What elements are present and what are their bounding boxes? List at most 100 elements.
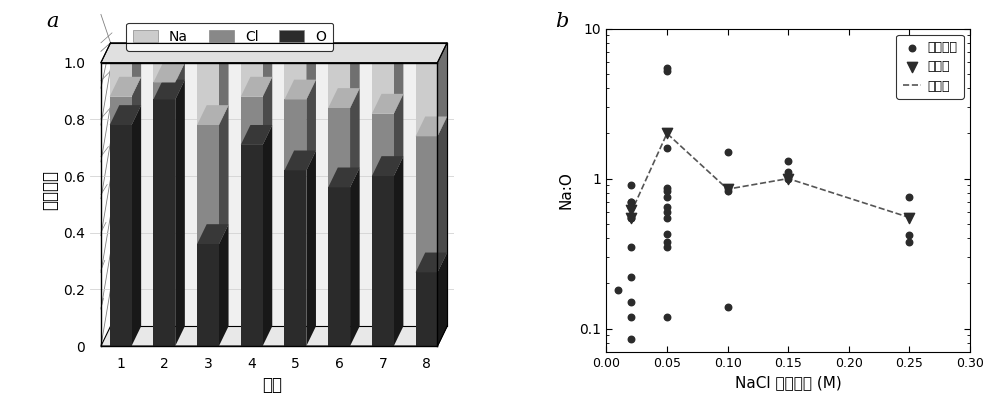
Polygon shape — [219, 105, 229, 244]
趋势线 — [625, 211, 637, 216]
Polygon shape — [372, 43, 403, 63]
Polygon shape — [175, 80, 185, 346]
X-axis label: 系列: 系列 — [262, 376, 282, 394]
实验数据 — [659, 145, 675, 151]
Polygon shape — [328, 168, 360, 187]
Legend: 实验数据, 平均値, 趋势线: 实验数据, 平均値, 趋势线 — [896, 35, 964, 99]
实验数据 — [659, 238, 675, 245]
平均値 — [720, 186, 736, 192]
Polygon shape — [263, 77, 272, 145]
Polygon shape — [306, 151, 316, 346]
Bar — [284, 99, 306, 170]
实验数据 — [720, 188, 736, 195]
Polygon shape — [219, 43, 229, 125]
Polygon shape — [437, 252, 447, 346]
实验数据 — [780, 175, 796, 182]
Bar — [197, 63, 219, 125]
Polygon shape — [372, 156, 403, 176]
平均値 — [659, 130, 675, 137]
实验数据 — [659, 64, 675, 71]
Bar — [328, 187, 350, 346]
Polygon shape — [132, 43, 141, 97]
Y-axis label: 所占比例: 所占比例 — [41, 170, 59, 210]
Bar — [416, 272, 437, 346]
Polygon shape — [350, 43, 360, 108]
Bar — [110, 125, 132, 346]
Polygon shape — [197, 43, 229, 63]
实验数据 — [720, 149, 736, 155]
Polygon shape — [132, 105, 141, 346]
Bar — [372, 176, 394, 346]
Polygon shape — [284, 43, 316, 63]
Polygon shape — [263, 43, 272, 97]
实验数据 — [610, 287, 626, 294]
Bar — [110, 97, 132, 125]
Polygon shape — [241, 43, 272, 63]
Polygon shape — [328, 43, 360, 63]
实验数据 — [659, 230, 675, 237]
Bar — [241, 63, 263, 97]
平均値 — [780, 175, 796, 182]
实验数据 — [659, 188, 675, 195]
实验数据 — [623, 198, 639, 205]
Polygon shape — [153, 63, 185, 83]
Bar — [328, 63, 350, 108]
Bar — [153, 63, 175, 83]
Bar — [328, 108, 350, 187]
实验数据 — [623, 274, 639, 281]
Polygon shape — [110, 105, 141, 125]
Polygon shape — [101, 326, 447, 346]
Polygon shape — [153, 80, 185, 99]
实验数据 — [623, 214, 639, 221]
Polygon shape — [175, 63, 185, 99]
Bar — [153, 99, 175, 346]
Polygon shape — [284, 151, 316, 170]
实验数据 — [623, 336, 639, 342]
Legend: Na, Cl, O: Na, Cl, O — [126, 22, 333, 51]
实验数据 — [659, 214, 675, 221]
Bar — [416, 63, 437, 136]
趋势线 — [903, 215, 915, 220]
Polygon shape — [241, 77, 272, 97]
实验数据 — [659, 194, 675, 200]
实验数据 — [659, 68, 675, 74]
Polygon shape — [284, 80, 316, 99]
Y-axis label: Na:O: Na:O — [559, 171, 574, 209]
Polygon shape — [197, 224, 229, 244]
Polygon shape — [416, 43, 447, 63]
X-axis label: NaCl 溶液浓度 (M): NaCl 溶液浓度 (M) — [735, 375, 842, 390]
Polygon shape — [153, 43, 185, 63]
实验数据 — [901, 194, 917, 200]
实验数据 — [780, 169, 796, 175]
Bar — [110, 63, 132, 97]
Bar — [241, 97, 263, 145]
Bar — [416, 136, 437, 272]
实验数据 — [901, 238, 917, 245]
实验数据 — [720, 303, 736, 310]
Polygon shape — [306, 80, 316, 170]
平均値 — [901, 214, 917, 221]
Polygon shape — [372, 94, 403, 114]
实验数据 — [623, 182, 639, 189]
实验数据 — [659, 209, 675, 215]
Polygon shape — [306, 43, 316, 99]
Polygon shape — [175, 43, 185, 83]
Line: 趋势线: 趋势线 — [631, 133, 909, 218]
实验数据 — [623, 244, 639, 250]
Bar — [197, 125, 219, 244]
Polygon shape — [437, 43, 447, 136]
Polygon shape — [241, 125, 272, 145]
实验数据 — [780, 158, 796, 165]
Polygon shape — [416, 252, 447, 272]
Bar — [197, 244, 219, 346]
趋势线 — [722, 187, 734, 191]
Polygon shape — [132, 77, 141, 125]
Polygon shape — [110, 77, 141, 97]
Text: b: b — [555, 12, 569, 31]
Polygon shape — [350, 88, 360, 187]
Bar — [241, 145, 263, 346]
实验数据 — [623, 299, 639, 306]
实验数据 — [901, 232, 917, 238]
实验数据 — [659, 244, 675, 250]
Bar — [284, 170, 306, 346]
